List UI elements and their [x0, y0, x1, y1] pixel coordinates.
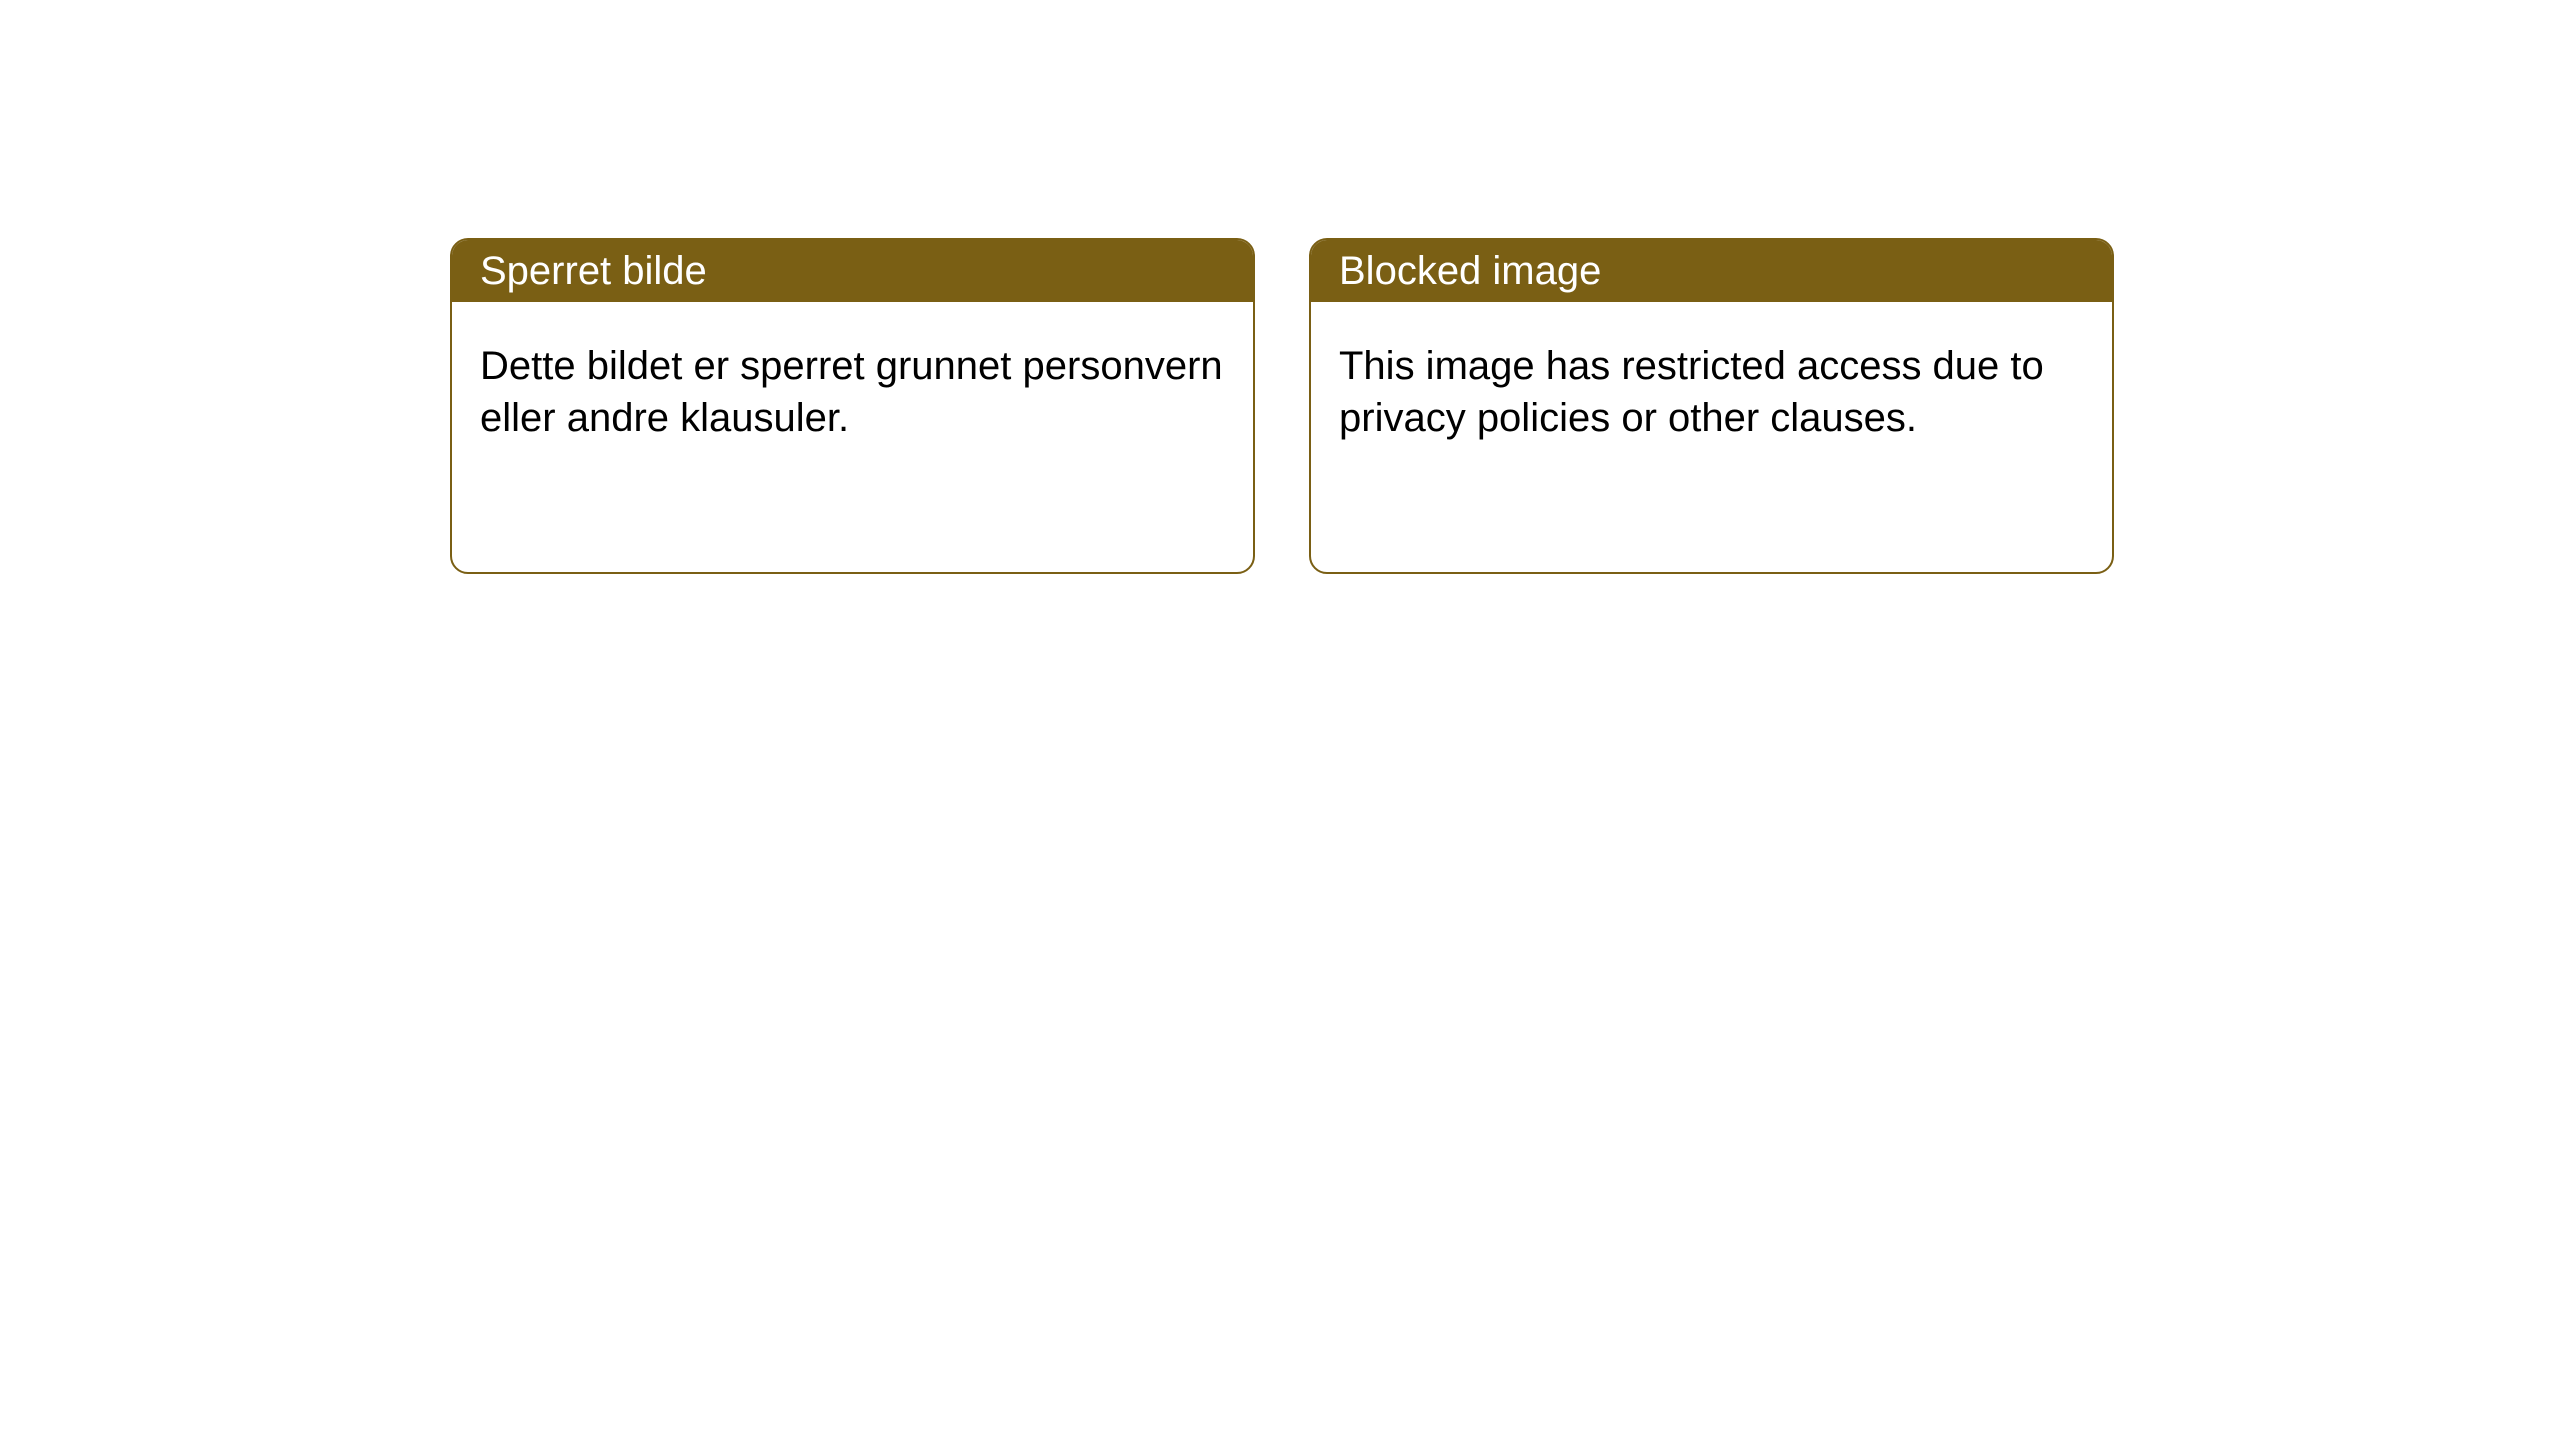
notice-card-header: Blocked image	[1311, 240, 2112, 302]
notice-card-title: Blocked image	[1339, 249, 1601, 294]
notice-card-body: This image has restricted access due to …	[1311, 302, 2112, 482]
notice-card-text: This image has restricted access due to …	[1339, 344, 2044, 440]
notice-card-text: Dette bildet er sperret grunnet personve…	[480, 344, 1223, 440]
notice-card-norwegian: Sperret bilde Dette bildet er sperret gr…	[450, 238, 1255, 574]
notice-card-header: Sperret bilde	[452, 240, 1253, 302]
notice-cards-container: Sperret bilde Dette bildet er sperret gr…	[0, 0, 2560, 574]
notice-card-title: Sperret bilde	[480, 249, 707, 294]
notice-card-english: Blocked image This image has restricted …	[1309, 238, 2114, 574]
notice-card-body: Dette bildet er sperret grunnet personve…	[452, 302, 1253, 482]
